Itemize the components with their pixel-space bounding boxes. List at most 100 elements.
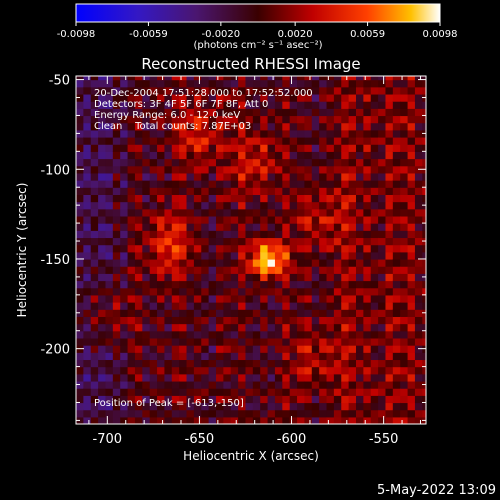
heatmap-cell — [90, 294, 99, 303]
heatmap-cell — [105, 144, 114, 152]
heatmap-cell — [179, 108, 188, 117]
heatmap-cell — [186, 172, 195, 181]
heatmap-cell — [193, 244, 202, 253]
heatmap-cell — [407, 180, 416, 188]
heatmap-cell — [341, 359, 350, 368]
heatmap-cell — [414, 316, 423, 325]
heatmap-cell — [98, 388, 107, 396]
heatmap-cell — [304, 86, 313, 95]
heatmap-cell — [267, 244, 276, 253]
heatmap-cell — [319, 151, 328, 160]
heatmap-cell — [319, 172, 328, 181]
heatmap-cell — [370, 273, 379, 282]
heatmap-cell — [311, 223, 320, 231]
heatmap-cell — [356, 86, 364, 95]
heatmap-cell — [341, 108, 350, 117]
heatmap-cell — [171, 366, 180, 375]
heatmap-cell — [127, 93, 136, 102]
heatmap-cell — [252, 79, 261, 88]
heatmap-cell — [142, 151, 151, 160]
heatmap-cell — [414, 258, 423, 267]
heatmap-cell — [407, 194, 416, 203]
heatmap-cell — [274, 330, 283, 339]
heatmap-cell — [363, 280, 372, 289]
heatmap-cell — [127, 402, 136, 411]
heatmap-cell — [385, 230, 394, 239]
heatmap-cell — [304, 251, 313, 260]
heatmap-cell — [319, 373, 328, 382]
heatmap-cell — [311, 151, 320, 160]
heatmap-cell — [157, 251, 166, 260]
heatmap-cell — [216, 302, 224, 310]
heatmap-cell — [414, 287, 423, 296]
heatmap-cell — [297, 258, 306, 267]
heatmap-cell — [348, 237, 357, 246]
heatmap-cell — [289, 302, 298, 310]
heatmap-cell — [319, 194, 328, 203]
heatmap-cell — [392, 237, 401, 246]
heatmap-cell — [223, 237, 232, 246]
heatmap-cell — [407, 280, 416, 289]
heatmap-cell — [201, 280, 210, 289]
heatmap-cell — [186, 366, 195, 375]
heatmap-cell — [208, 266, 217, 274]
heatmap-cell — [223, 323, 232, 332]
heatmap-cell — [223, 302, 232, 310]
heatmap-cell — [333, 158, 342, 167]
heatmap-cell — [385, 373, 394, 382]
heatmap-cell — [90, 223, 99, 231]
heatmap-cell — [223, 108, 232, 117]
heatmap-cell — [83, 352, 92, 361]
heatmap-cell — [319, 101, 328, 109]
heatmap-cell — [289, 208, 298, 217]
heatmap-cell — [105, 287, 114, 296]
heatmap-cell — [311, 93, 320, 102]
heatmap-cell — [348, 187, 357, 195]
heatmap-cell — [98, 180, 107, 188]
heatmap-cell — [392, 309, 401, 317]
heatmap-cell — [112, 273, 121, 282]
heatmap-cell — [348, 273, 357, 282]
heatmap-cell — [105, 208, 114, 217]
heatmap-cell — [186, 215, 195, 224]
heatmap-cell — [76, 208, 84, 217]
heatmap-cell — [311, 129, 320, 138]
heatmap-cell — [134, 388, 143, 396]
heatmap-cell — [171, 266, 180, 274]
heatmap-cell — [260, 244, 269, 253]
heatmap-cell — [201, 380, 210, 389]
heatmap-cell — [76, 108, 84, 117]
heatmap-cell — [348, 402, 357, 411]
heatmap-cell — [98, 352, 107, 361]
heatmap-cell — [333, 330, 342, 339]
heatmap-cell — [216, 323, 224, 332]
heatmap-cell — [83, 416, 92, 424]
heatmap-cell — [142, 416, 151, 424]
heatmap-cell — [378, 208, 387, 217]
heatmap-cell — [289, 86, 298, 95]
heatmap-cell — [223, 208, 232, 217]
x-tick-label: -700 — [93, 432, 123, 447]
heatmap-cell — [341, 180, 350, 188]
heatmap-cell — [216, 237, 224, 246]
heatmap-cell — [392, 395, 401, 404]
heatmap-cell — [76, 366, 84, 375]
heatmap-cell — [422, 108, 426, 117]
heatmap-cell — [370, 266, 379, 274]
heatmap-cell — [274, 388, 283, 396]
heatmap-cell — [282, 101, 291, 109]
heatmap-cell — [297, 165, 306, 174]
heatmap-cell — [378, 86, 387, 95]
heatmap-cell — [186, 416, 195, 424]
heatmap-cell — [171, 359, 180, 368]
heatmap-cell — [179, 273, 188, 282]
heatmap-cell — [83, 337, 92, 346]
heatmap-cell — [348, 316, 357, 325]
heatmap-cell — [134, 122, 143, 131]
heatmap-cell — [83, 158, 92, 167]
heatmap-cell — [297, 309, 306, 317]
heatmap-cell — [201, 201, 210, 210]
heatmap-cell — [120, 136, 129, 145]
heatmap-cell — [260, 302, 269, 310]
heatmap-cell — [363, 115, 372, 124]
